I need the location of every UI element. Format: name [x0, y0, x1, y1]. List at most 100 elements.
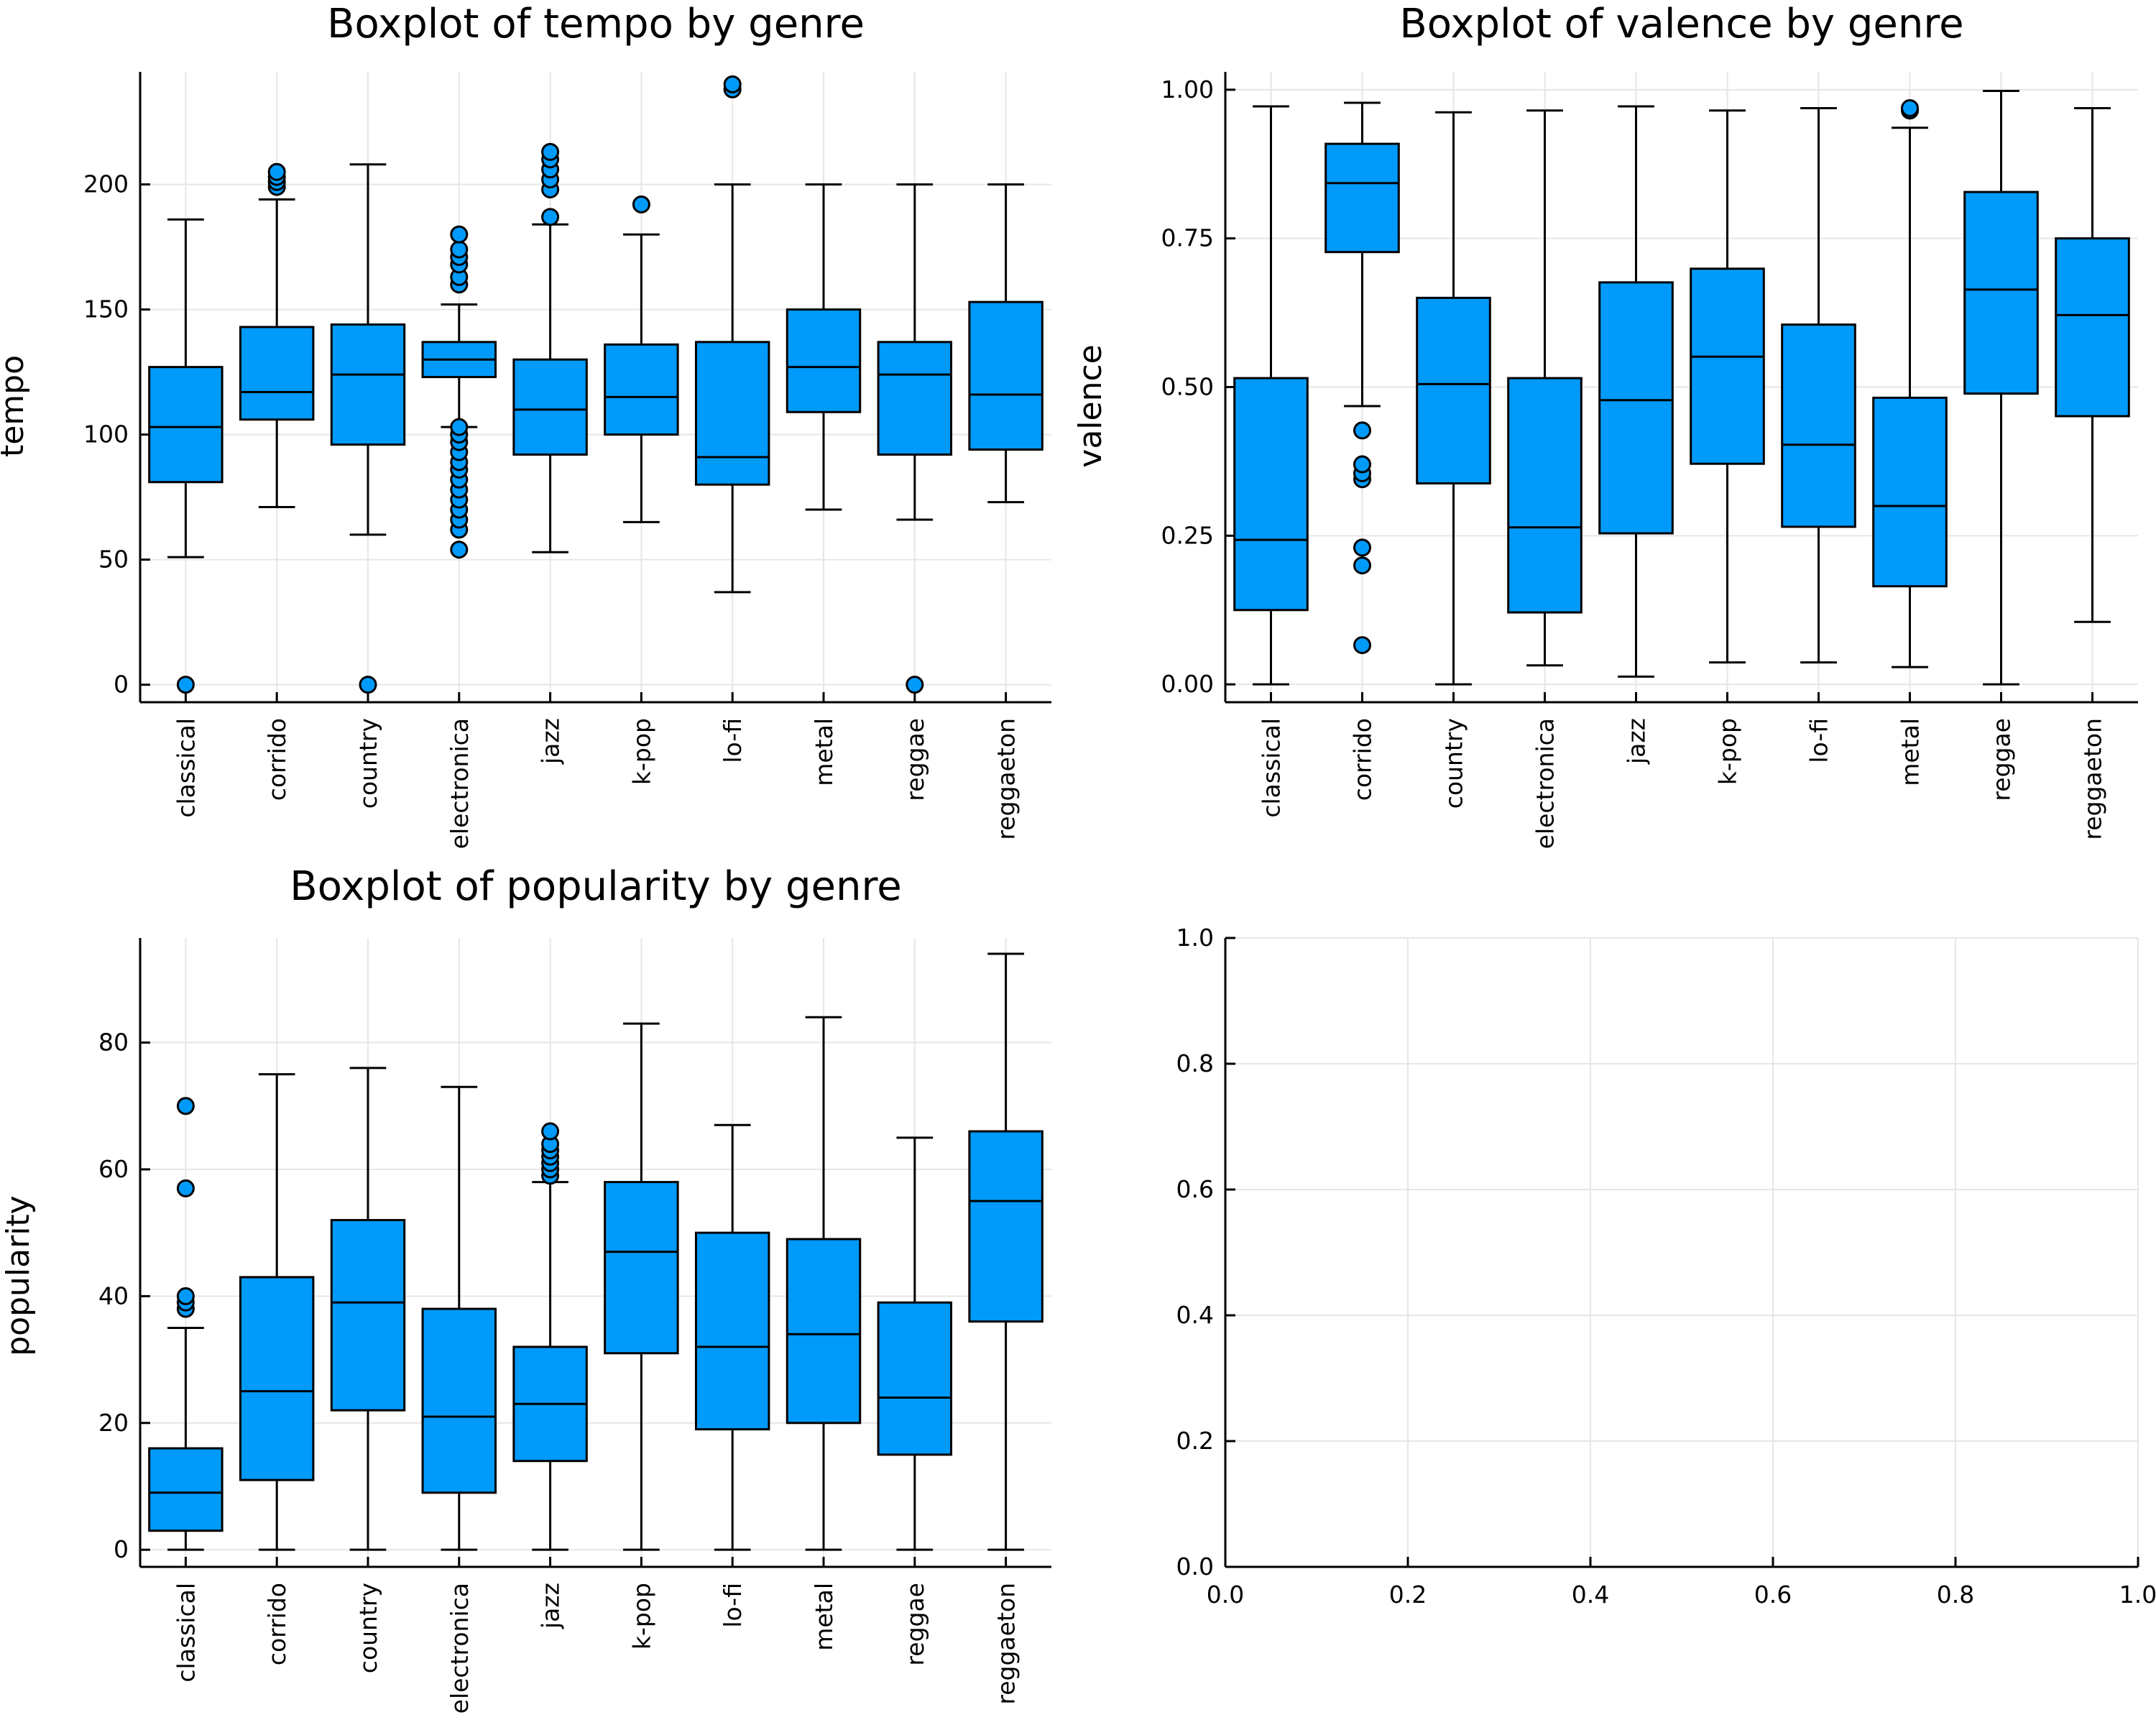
box-country	[330, 1067, 406, 1551]
outlier-point	[541, 208, 560, 226]
x-tick-label: k-pop	[627, 718, 655, 785]
plot-area-tempo: 0 50 100 150 200 classical corrido country elect…	[83, 72, 1051, 849]
iqr-box	[239, 326, 315, 421]
x-tick-label: 0.4	[1572, 1581, 1609, 1609]
box-classical	[148, 1097, 224, 1551]
iqr-box	[330, 323, 406, 446]
iqr-box	[1872, 396, 1948, 588]
iqr-box	[148, 366, 224, 484]
iqr-box	[1325, 142, 1400, 254]
y-tick-label: 0.8	[1176, 1049, 1214, 1077]
y-tick-label: 0	[114, 1535, 129, 1563]
outlier-point	[1353, 538, 1371, 557]
box-metal	[786, 1016, 862, 1551]
x-tick-label: country	[1440, 718, 1468, 809]
y-tick-label: 150	[83, 295, 129, 323]
y-tick-label: 20	[98, 1409, 129, 1437]
box-reggae	[1963, 89, 2039, 686]
iqr-box	[968, 1130, 1044, 1323]
x-tick-label: classical	[172, 1583, 200, 1683]
panel-valence: Boxplot of valence by genre valence 0.00…	[1072, 1, 2138, 849]
box-jazz	[512, 1122, 588, 1551]
iqr-box	[330, 1219, 406, 1412]
panel-tempo: Boxplot of tempo by genre tempo 0 50 100 15…	[0, 1, 1051, 849]
iqr-box	[877, 1301, 953, 1456]
x-tick-label: country	[354, 1583, 382, 1673]
plot-area-popularity: 0 20 40 60 80 classical corrido country electron…	[98, 938, 1051, 1714]
iqr-box	[1507, 377, 1583, 614]
x-tick-label: metal	[810, 718, 838, 786]
y-tick-label: 0.50	[1161, 373, 1214, 401]
iqr-box	[694, 1231, 770, 1431]
x-tick-label: corrido	[263, 718, 291, 801]
x-tick-label: metal	[1897, 718, 1925, 786]
outlier-point	[1353, 556, 1371, 575]
x-tick-label: 0.2	[1389, 1581, 1427, 1609]
y-tick-label: 50	[98, 546, 129, 574]
panel-title-popularity: Boxplot of popularity by genre	[290, 863, 901, 910]
panel-title-tempo: Boxplot of tempo by genre	[327, 1, 865, 47]
box-jazz	[512, 142, 588, 553]
y-tick-label: 1.00	[1161, 75, 1214, 104]
y-tick-label: 0.0	[1176, 1552, 1214, 1581]
iqr-box	[604, 1181, 679, 1355]
outlier-point	[906, 676, 924, 694]
y-axis-label-popularity: popularity	[0, 1195, 37, 1356]
box-reggaeton	[968, 183, 1044, 504]
x-tick-label: reggae	[901, 718, 929, 801]
outlier-point	[267, 162, 286, 181]
y-tick-label: 0.75	[1161, 224, 1214, 252]
y-tick-label: 0	[114, 671, 129, 699]
x-tick-label: lo-fi	[719, 1583, 747, 1628]
box-country	[330, 163, 406, 694]
outlier-point	[1353, 455, 1371, 474]
box-electronica	[1507, 109, 1583, 667]
box-reggae	[877, 1136, 953, 1551]
x-tick-label: 0.0	[1207, 1581, 1244, 1609]
y-tick-label: 200	[83, 170, 129, 198]
outlier-point	[176, 676, 195, 694]
box-electronica	[421, 225, 497, 559]
box-lo-fi	[694, 1123, 770, 1551]
box-k-pop	[604, 1022, 679, 1551]
panel-empty: 0.0 0.2 0.4 0.6 0.8 1.0 0.0 0.2 0.4 0.6 0.8 1.0	[1176, 924, 2156, 1609]
outlier-point	[359, 676, 377, 694]
y-axis-label-valence: valence	[1072, 344, 1109, 467]
iqr-box	[968, 300, 1044, 451]
iqr-box	[694, 341, 770, 486]
box-metal	[786, 183, 862, 511]
iqr-box	[421, 1307, 497, 1494]
outlier-point	[1353, 421, 1371, 440]
x-tick-label: k-pop	[627, 1583, 655, 1650]
x-tick-label: classical	[1258, 718, 1286, 818]
panel-title-valence: Boxplot of valence by genre	[1399, 1, 1963, 47]
x-tick-label: metal	[810, 1583, 838, 1651]
x-tick-label: 0.8	[1937, 1581, 1974, 1609]
y-tick-label: 0.25	[1161, 521, 1214, 549]
x-tick-label: reggaeton	[992, 1583, 1021, 1705]
box-classical	[148, 218, 224, 694]
outlier-point	[450, 540, 469, 559]
outlier-point	[1901, 98, 1919, 117]
outlier-point	[176, 1179, 195, 1197]
iqr-box	[1416, 296, 1491, 485]
box-classical	[1233, 105, 1309, 686]
box-reggaeton	[2055, 106, 2130, 623]
x-tick-label: jazz	[1623, 718, 1651, 765]
x-tick-label: electronica	[1531, 718, 1560, 849]
box-k-pop	[1690, 109, 1765, 664]
y-tick-label: 80	[98, 1029, 129, 1057]
box-corrido	[239, 162, 315, 509]
y-tick-label: 0.2	[1176, 1427, 1214, 1455]
x-tick-label: classical	[172, 718, 200, 818]
y-tick-label: 0.4	[1176, 1301, 1214, 1329]
x-tick-label: jazz	[537, 1583, 565, 1629]
outlier-point	[723, 75, 742, 93]
box-lo-fi	[1781, 106, 1856, 664]
x-tick-label: lo-fi	[719, 718, 747, 763]
iqr-box	[148, 1447, 224, 1532]
x-tick-label: 1.0	[2119, 1581, 2156, 1609]
x-tick-label: electronica	[446, 1583, 474, 1714]
